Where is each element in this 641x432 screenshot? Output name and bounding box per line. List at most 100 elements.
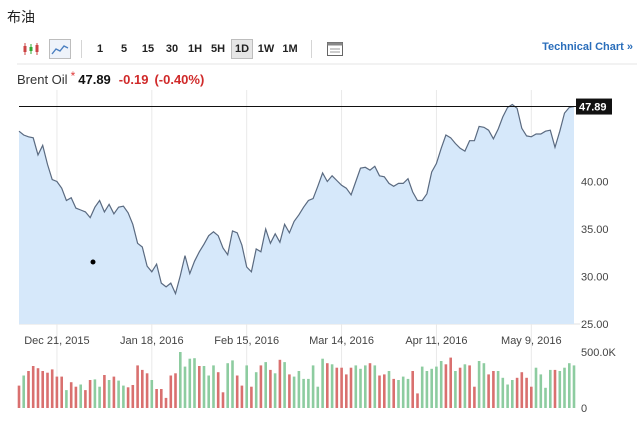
volume-bar [164, 397, 168, 408]
interval-1-button[interactable]: 1 [96, 43, 104, 55]
volume-bar [283, 362, 286, 408]
volume-bar [55, 376, 59, 408]
volume-bar [549, 369, 552, 408]
volume-bar [349, 367, 353, 408]
cursor-dot [90, 259, 96, 265]
volume-bar [46, 372, 49, 408]
volume-bar [88, 380, 92, 408]
volume-bar [235, 375, 239, 408]
volume-bar [321, 358, 324, 408]
volume-bar [141, 369, 144, 408]
volume-bar [572, 365, 576, 408]
volume-bar [449, 357, 452, 408]
toolbar-divider [311, 40, 312, 58]
instrument-name: Brent Oil [17, 72, 68, 87]
interval-1d-button[interactable]: 1D [231, 39, 253, 59]
volume-bar [364, 365, 367, 408]
x-tick-label: May 9, 2016 [501, 335, 562, 347]
technical-chart-link[interactable]: Technical Chart » [542, 41, 633, 53]
interval-5-button[interactable]: 5 [120, 43, 128, 55]
volume-bar [416, 393, 419, 408]
volume-bar [150, 380, 154, 408]
volume-bar [506, 384, 509, 408]
volume-bar [311, 365, 315, 408]
volume-bar [553, 369, 557, 408]
toolbar-divider [81, 40, 82, 58]
volume-bar [160, 389, 163, 408]
x-tick-label: Mar 14, 2016 [309, 335, 374, 347]
volume-bar [169, 375, 173, 408]
volume-bar [103, 375, 106, 408]
volume-bar [468, 365, 471, 408]
line-chart-icon[interactable] [49, 39, 71, 59]
volume-bar [520, 372, 524, 408]
volume-bar [221, 392, 225, 408]
volume-bar [79, 384, 82, 408]
volume-bar [117, 380, 120, 408]
volume-bar [136, 365, 139, 408]
volume-bar [326, 363, 329, 408]
volume-tick-label: 500.0K [581, 347, 617, 359]
volume-bar [231, 360, 234, 408]
last-price-tag-label: 47.89 [579, 102, 607, 114]
volume-bar [345, 374, 348, 408]
volume-bar [397, 380, 400, 408]
volume-bar [435, 366, 438, 408]
volume-bar [36, 368, 40, 408]
interval-15-button[interactable]: 15 [141, 43, 155, 55]
volume-bar [259, 365, 263, 408]
volume-bar [183, 366, 187, 408]
interval-5h-button[interactable]: 5H [210, 43, 226, 55]
candlestick-icon[interactable] [21, 39, 41, 59]
x-tick-label: Apr 11, 2016 [405, 335, 467, 347]
price-change: -0.19 [118, 72, 149, 87]
price-line [18, 103, 575, 296]
volume-bars [17, 352, 576, 408]
interval-30-button[interactable]: 30 [165, 43, 179, 55]
volume-bar [288, 374, 291, 408]
volume-bar [126, 387, 130, 408]
volume-bar [65, 390, 68, 408]
volume-bar [492, 371, 495, 408]
volume-bar [269, 369, 272, 408]
volume-bar [511, 380, 514, 408]
interval-1w-button[interactable]: 1W [257, 43, 275, 55]
volume-bar [278, 359, 282, 408]
volume-bar [568, 363, 571, 408]
volume-bar [122, 385, 125, 408]
volume-bar [202, 366, 206, 408]
volume-bar [496, 371, 500, 408]
volume-bar [463, 364, 467, 408]
volume-bar [411, 371, 414, 408]
last-price-tag [576, 98, 612, 115]
volume-bar [98, 386, 101, 408]
volume-bar [359, 368, 362, 408]
volume-bar [245, 365, 248, 408]
interval-1m-button[interactable]: 1M [282, 43, 298, 55]
volume-bar [207, 375, 210, 408]
volume-tick-label: 0 [581, 403, 587, 415]
y-tick-label: 25.00 [581, 319, 609, 331]
interval-1h-button[interactable]: 1H [187, 43, 203, 55]
volume-bar [254, 372, 258, 408]
volume-bar [544, 387, 547, 408]
volume-bar [131, 385, 135, 408]
volume-bar [302, 378, 305, 408]
window-icon[interactable] [325, 39, 345, 59]
volume-bar [383, 374, 386, 408]
volume-bar [501, 377, 505, 408]
volume-bar [368, 363, 372, 408]
y-tick-label: 40.00 [581, 177, 609, 189]
volume-bar [216, 372, 220, 408]
volume-bar [477, 361, 481, 408]
volume-bar [264, 362, 267, 408]
volume-bar [316, 386, 320, 408]
volume-bar [563, 367, 566, 408]
volume-bar [17, 385, 21, 408]
volume-bar [188, 358, 192, 408]
volume-bar [297, 371, 301, 408]
volume-bar [430, 368, 433, 408]
volume-bar [534, 367, 538, 408]
volume-bar [27, 371, 30, 408]
